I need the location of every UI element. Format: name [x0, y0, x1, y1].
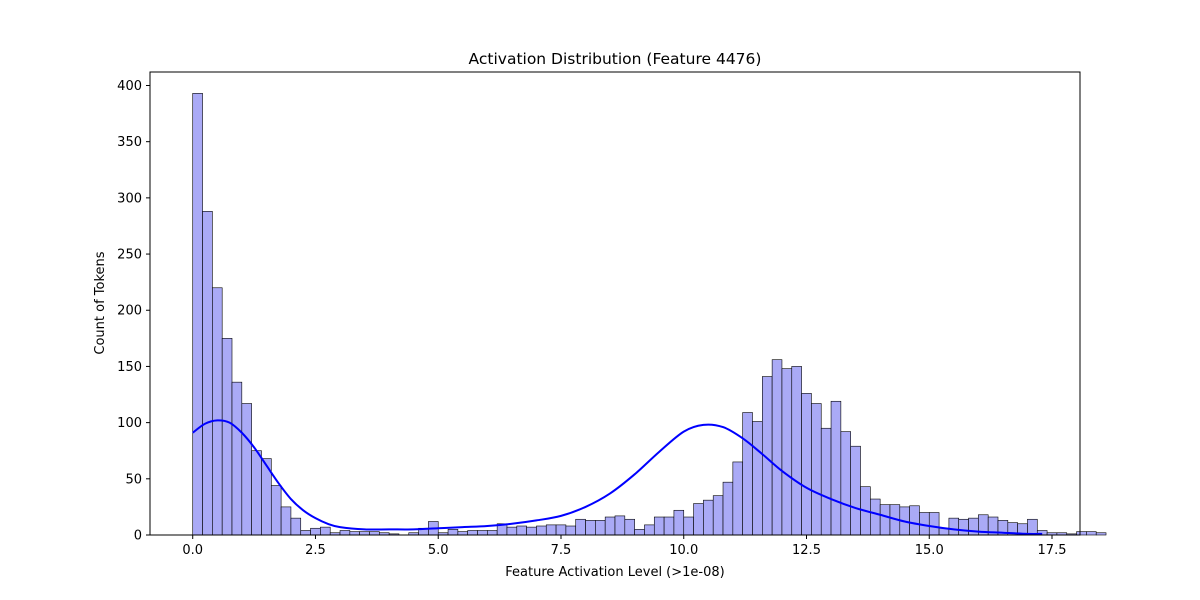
histogram-bar [221, 338, 233, 536]
histogram-bar [310, 527, 321, 536]
histogram-bar [555, 524, 567, 536]
y-tick-label: 200 [117, 304, 142, 319]
x-tick-label: 2.5 [305, 543, 326, 558]
histogram-bar [536, 525, 547, 536]
histogram-bar [958, 518, 969, 536]
histogram-bar [673, 509, 685, 536]
histogram-bar [604, 516, 616, 536]
histogram-bars [192, 93, 1107, 536]
histogram-bar [270, 485, 282, 536]
histogram-bar [290, 517, 302, 536]
histogram-bar [506, 526, 518, 536]
histogram-bar [879, 504, 891, 536]
histogram-bar [801, 393, 812, 536]
histogram-bar [909, 505, 920, 536]
histogram-bar [487, 530, 498, 536]
histogram-bar [703, 499, 714, 536]
x-axis-label: Feature Activation Level (>1e-08) [505, 565, 724, 580]
x-tick-label: 10.0 [669, 543, 698, 558]
histogram-bar [948, 517, 960, 536]
histogram-bar [467, 530, 478, 536]
y-tick-label: 100 [117, 416, 142, 431]
chart-title: Activation Distribution (Feature 4476) [469, 50, 762, 68]
histogram-bar [369, 531, 380, 536]
histogram-bar [477, 530, 488, 536]
histogram-bar [870, 498, 881, 536]
histogram-bar [300, 530, 311, 536]
histogram-bar [545, 524, 557, 536]
histogram-bar [791, 366, 802, 536]
histogram-bar [1095, 532, 1107, 536]
histogram-bar [752, 421, 763, 536]
y-tick-label: 350 [117, 135, 142, 150]
x-tick-label: 0.0 [182, 543, 203, 558]
histogram-bar [526, 526, 537, 536]
histogram-bar [732, 461, 743, 536]
histogram-bar [1076, 531, 1087, 536]
histogram-bar [830, 400, 842, 536]
histogram-bar [928, 512, 940, 536]
y-axis-label: Count of Tokens [93, 251, 108, 354]
histogram-bar [820, 427, 832, 536]
histogram-bar [850, 445, 861, 536]
histogram-bar [624, 518, 635, 536]
histogram-bar [1027, 518, 1038, 536]
y-tick-label: 0 [134, 529, 142, 544]
histogram-bar [359, 531, 370, 536]
y-tick-label: 250 [117, 248, 142, 263]
histogram-bar [212, 287, 223, 536]
histogram-bar [595, 520, 606, 536]
histogram-bar [614, 515, 626, 536]
histogram-bar [771, 359, 783, 536]
x-tick-label: 12.5 [792, 543, 821, 558]
kde-curve [192, 419, 1043, 535]
histogram-bar [447, 529, 459, 536]
histogram-bar [722, 481, 734, 536]
histogram-bar [840, 431, 851, 536]
histogram-bar [811, 403, 822, 536]
histogram-bar [693, 503, 704, 536]
x-tick-label: 5.0 [428, 543, 449, 558]
x-tick-label: 17.5 [1038, 543, 1067, 558]
x-tick-label: 15.0 [915, 543, 944, 558]
histogram-bar [1086, 531, 1097, 536]
histogram-bar [339, 530, 351, 536]
histogram-bar [192, 93, 203, 536]
plot-frame [149, 71, 1081, 536]
y-tick-label: 300 [117, 191, 142, 206]
y-axis-ticks: 0 50 100 150 200 250 300 350 400 [117, 79, 150, 544]
histogram-bar [653, 516, 665, 536]
histogram-bar [251, 450, 262, 536]
histogram-bar [683, 516, 694, 536]
histogram-bar [516, 525, 527, 536]
histogram-bar [231, 381, 243, 536]
histogram-bar [349, 531, 360, 536]
y-tick-label: 400 [117, 79, 142, 94]
histogram-bar [663, 516, 675, 536]
histogram-bar [742, 412, 753, 536]
y-tick-label: 50 [125, 472, 142, 487]
histogram-bar [585, 520, 596, 536]
histogram-bar [457, 531, 468, 536]
histogram-bar [565, 525, 577, 536]
x-tick-label: 7.5 [551, 543, 572, 558]
histogram-bar [644, 524, 655, 536]
histogram-bar [320, 526, 331, 536]
histogram-bar [634, 529, 645, 536]
histogram-bar [241, 403, 252, 536]
histogram-bar [280, 506, 292, 536]
x-axis-ticks: 0.0 2.5 5.0 7.5 10.0 12.5 15.0 17.5 [182, 535, 1066, 558]
histogram-bar [781, 368, 793, 536]
y-tick-label: 150 [117, 360, 142, 375]
histogram-bar [575, 518, 586, 536]
histogram-bar [202, 211, 213, 536]
histogram-bar [712, 495, 724, 536]
